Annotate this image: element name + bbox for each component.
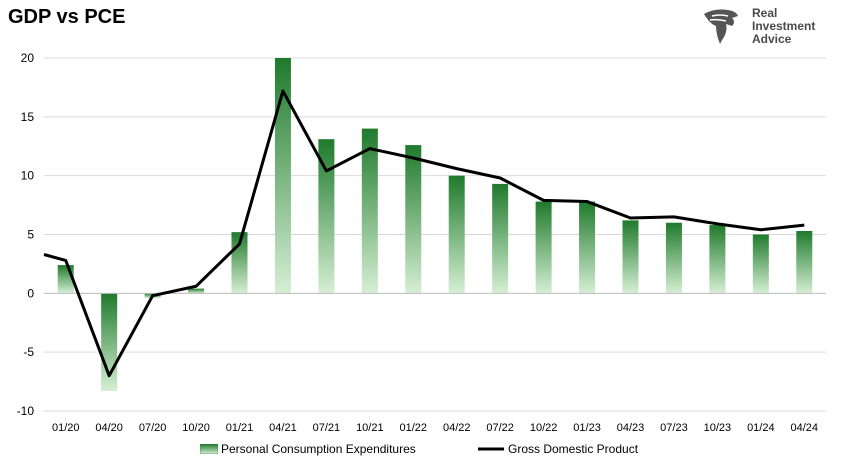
x-tick-label: 01/24 <box>747 422 775 434</box>
x-tick-label: 04/23 <box>617 422 645 434</box>
pce-bar <box>665 222 682 294</box>
y-tick-label: -10 <box>17 404 35 418</box>
legend-swatch-pce <box>200 444 218 454</box>
x-tick-label: 04/22 <box>443 422 471 434</box>
pce-bar <box>405 145 422 294</box>
pce-bar <box>796 230 813 294</box>
gdp-pce-chart: -10 -5 0 5 10 15 20 01/20 04/20 07/20 10/20 01/21 04… <box>17 51 826 434</box>
y-tick-label: -5 <box>23 345 34 359</box>
pce-bar <box>361 128 378 294</box>
logo-line-1: Real <box>752 6 778 20</box>
x-tick-label: 04/21 <box>269 422 297 434</box>
x-tick-label: 07/23 <box>660 422 688 434</box>
x-tick-label: 10/22 <box>530 422 558 434</box>
legend-label-pce: Personal Consumption Expenditures <box>221 442 416 456</box>
x-tick-label: 10/20 <box>182 422 210 434</box>
x-tick-label: 04/20 <box>95 422 123 434</box>
pce-bar <box>752 234 769 294</box>
pce-bar <box>318 139 335 294</box>
gdp-line <box>43 89 805 378</box>
eagle-logo-icon <box>704 9 738 44</box>
pce-bar <box>274 58 291 294</box>
x-tick-label: 01/23 <box>573 422 601 434</box>
legend-label-gdp: Gross Domestic Product <box>508 442 639 456</box>
legend-swatch-gdp <box>478 447 504 451</box>
y-tick-label: 5 <box>27 228 34 242</box>
x-tick-label: 01/21 <box>226 422 254 434</box>
x-tick-label: 01/22 <box>400 422 428 434</box>
pce-bar <box>492 183 509 294</box>
pce-bar <box>188 288 205 294</box>
x-tick-label: 10/21 <box>356 422 384 434</box>
logo-text: Real Investment Advice <box>752 7 842 46</box>
x-tick-label: 10/23 <box>704 422 732 434</box>
logo-line-3: Advice <box>752 32 792 46</box>
chart-legend: Personal Consumption Expenditures Gross … <box>0 440 848 462</box>
brand-logo: Real Investment Advice <box>700 4 840 48</box>
pce-bar <box>579 201 596 294</box>
x-tick-label: 07/22 <box>486 422 514 434</box>
y-tick-label: 20 <box>21 51 35 65</box>
y-tick-label: 0 <box>27 286 34 300</box>
pce-bar <box>535 201 552 294</box>
pce-bar <box>709 225 726 294</box>
x-tick-label: 04/24 <box>791 422 819 434</box>
y-tick-label: 15 <box>21 110 35 124</box>
logo-line-2: Investment <box>752 19 816 33</box>
x-tick-label: 07/21 <box>313 422 341 434</box>
x-tick-label: 01/20 <box>52 422 80 434</box>
pce-bar <box>622 220 639 294</box>
x-tick-label: 07/20 <box>139 422 167 434</box>
y-tick-label: 10 <box>21 169 35 183</box>
pce-bar <box>448 175 465 294</box>
chart-title: GDP vs PCE <box>8 6 126 28</box>
